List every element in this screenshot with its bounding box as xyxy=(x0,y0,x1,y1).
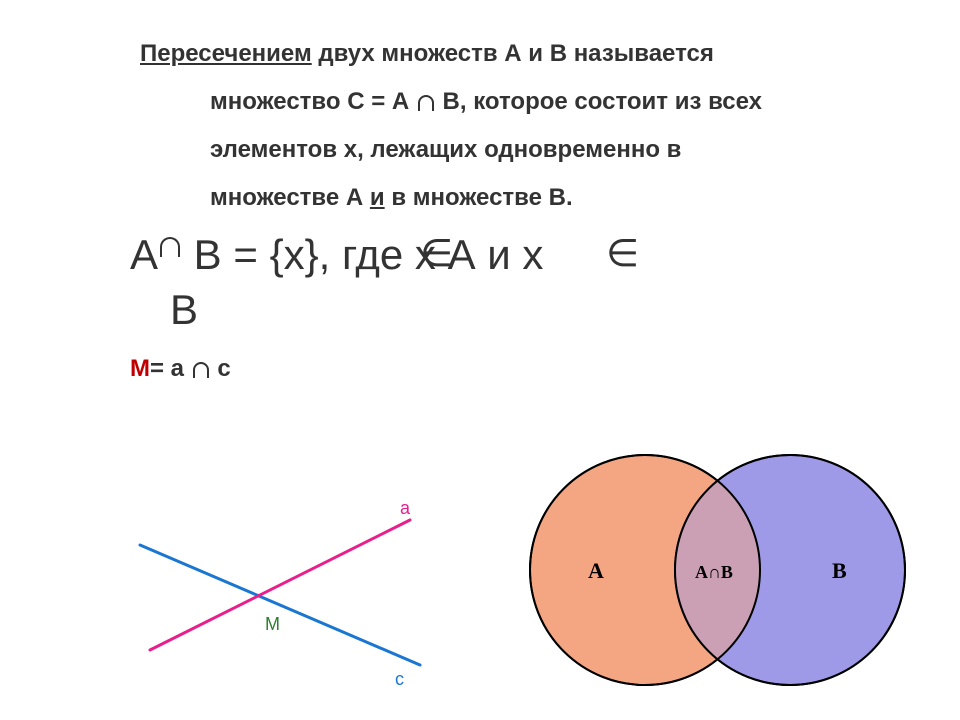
definition-line-1: Пересечением двух множеств А и В называе… xyxy=(140,30,900,78)
def-text-3a: элементов xyxy=(210,136,344,163)
svg-text:а: а xyxy=(400,498,411,518)
definition-line-4: множестве А и в множестве В. xyxy=(210,174,900,222)
def-text-x: х xyxy=(344,136,357,163)
m-label: М xyxy=(130,355,150,382)
venn-diagram: A B A∩B xyxy=(490,440,920,700)
element-of-icon: ∈ xyxy=(606,230,639,279)
definition-line-3: элементов х, лежащих одновременно в xyxy=(210,126,900,174)
formula-b: В xyxy=(170,286,198,333)
def-text-1: двух множеств А и В называется xyxy=(312,40,714,67)
def-text-2b: В, которое состоит из всех xyxy=(436,88,762,115)
svg-text:A: A xyxy=(588,558,604,583)
term-intersection: Пересечением xyxy=(140,40,312,67)
definition-block: Пересечением двух множеств А и В называе… xyxy=(140,30,900,222)
definition-line-2: множество С = А В, которое состоит из вс… xyxy=(210,78,900,126)
slide: Пересечением двух множеств А и В называе… xyxy=(0,0,960,720)
svg-text:A∩B: A∩B xyxy=(695,562,733,582)
element-of-icon: ∈ xyxy=(420,230,453,279)
svg-text:B: B xyxy=(832,558,847,583)
diagram-area: а с М A B A∩B xyxy=(120,480,930,710)
def-text-and: и xyxy=(370,184,385,211)
intersect-icon xyxy=(418,95,434,111)
formula-body: В = {х}, где х А и х xyxy=(182,231,543,278)
intersect-icon xyxy=(160,237,180,257)
m-eq: = а xyxy=(150,355,191,382)
def-text-4a: множестве А xyxy=(210,184,370,211)
def-text-4b: в множестве В. xyxy=(385,184,573,211)
lines-diagram: а с М xyxy=(120,490,440,690)
def-text-3b: , лежащих одновременно в xyxy=(357,136,681,163)
svg-text:с: с xyxy=(395,669,404,689)
formula-a: А xyxy=(130,231,158,278)
m-c: с xyxy=(211,355,231,382)
def-text-2a: множество С = А xyxy=(210,88,416,115)
intersect-icon xyxy=(193,362,209,378)
svg-text:М: М xyxy=(265,614,280,634)
formula-main: А В = {х}, где х А и х ∈ ∈ В xyxy=(130,228,900,337)
m-equation: М= а с xyxy=(130,355,900,383)
